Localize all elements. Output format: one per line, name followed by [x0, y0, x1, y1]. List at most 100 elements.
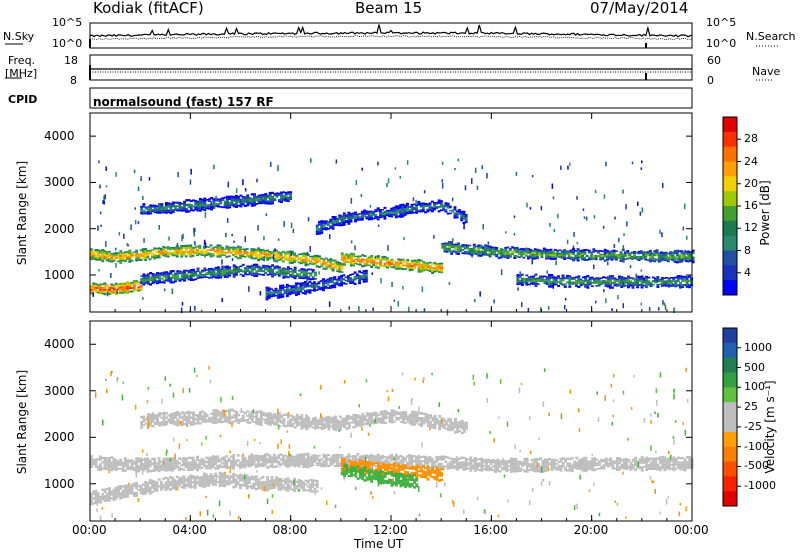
- velocity-cell: [218, 471, 222, 475]
- velocity-cell: [376, 456, 380, 459]
- power-cell: [132, 284, 136, 287]
- power-cell: [167, 202, 171, 205]
- power-cell: [534, 284, 538, 288]
- velocity-cell: [220, 475, 224, 478]
- velocity-cell: [248, 457, 251, 460]
- power-cell: [237, 201, 241, 203]
- power-cell: [250, 197, 254, 200]
- power-cell: [322, 278, 325, 281]
- velocity-cell: [528, 465, 531, 468]
- velocity-cell: [198, 465, 202, 468]
- velocity-cell: [415, 456, 418, 459]
- power-cell: [212, 268, 216, 270]
- velocity-cell: [665, 458, 669, 461]
- velocity-cell: [121, 464, 125, 467]
- power-cell: [533, 253, 537, 256]
- power-cell: [355, 276, 359, 278]
- power-cell: [180, 278, 184, 281]
- power-cell: [248, 270, 252, 272]
- power-cell: [169, 281, 173, 284]
- velocity-cell: [169, 476, 172, 479]
- velocity-cell: [178, 484, 181, 487]
- velocity-cell: [162, 468, 166, 471]
- power-cell: [638, 278, 642, 280]
- velocity-cell: [672, 461, 676, 464]
- power-cell: [545, 280, 549, 283]
- power-cell: [657, 260, 661, 263]
- velocity-cell: [543, 458, 547, 461]
- velocity-cell: [266, 453, 269, 456]
- power-cell: [470, 249, 474, 252]
- power-cell: [250, 268, 254, 271]
- power-cell: [586, 279, 590, 282]
- velocity-cell: [164, 469, 168, 472]
- power-cell: [162, 250, 166, 253]
- velocity-cell: [611, 460, 615, 463]
- power-cell: [640, 279, 644, 282]
- power-cell: [475, 250, 478, 252]
- velocity-cell: [257, 457, 260, 460]
- velocity-cell: [586, 462, 590, 465]
- power-cell: [682, 257, 686, 260]
- power-noise-point: [318, 271, 320, 275]
- power-cell: [320, 265, 324, 267]
- power-cell: [349, 274, 352, 276]
- velocity-cell: [123, 495, 127, 499]
- velocity-cell: [315, 458, 319, 461]
- velocity-cell: [193, 486, 197, 489]
- velocity-cell: [674, 458, 678, 460]
- velocity-cell: [198, 476, 202, 479]
- power-cell: [333, 216, 337, 219]
- power-cell: [313, 284, 316, 287]
- power-cell: [169, 203, 173, 206]
- velocity-cell: [577, 459, 581, 462]
- velocity-cell: [286, 460, 290, 464]
- power-cell: [300, 271, 304, 274]
- velocity-cell: [223, 460, 227, 463]
- power-cell: [146, 206, 150, 208]
- power-cell: [386, 257, 389, 260]
- power-cell: [304, 259, 308, 262]
- power-cell: [413, 259, 416, 262]
- velocity-cell: [365, 456, 369, 459]
- power-cell: [189, 255, 193, 258]
- power-cell: [218, 246, 222, 249]
- power-noise-point: [177, 172, 179, 178]
- power-cell: [284, 195, 288, 197]
- power-cell: [349, 280, 352, 283]
- velocity-cell: [218, 466, 222, 469]
- power-cell: [304, 254, 308, 258]
- power-cell: [347, 216, 351, 219]
- power-cell: [267, 293, 271, 296]
- power-cell: [99, 258, 102, 261]
- power-cell: [289, 191, 293, 193]
- power-cell: [187, 246, 190, 249]
- power-cell: [362, 280, 366, 283]
- velocity-cell: [144, 460, 148, 463]
- power-cell: [272, 253, 276, 256]
- velocity-cell: [439, 465, 443, 468]
- power-cell: [606, 283, 610, 286]
- power-cell: [135, 282, 139, 285]
- velocity-cell: [132, 485, 136, 488]
- power-cell: [453, 214, 457, 217]
- power-cell: [276, 291, 280, 295]
- power-cell: [219, 270, 223, 273]
- power-cell: [365, 264, 369, 267]
- velocity-cell: [505, 469, 509, 473]
- power-cell: [581, 276, 585, 279]
- power-cell: [536, 252, 539, 254]
- power-cell: [151, 255, 154, 257]
- power-cell: [196, 276, 200, 279]
- velocity-cell: [191, 461, 195, 464]
- power-cell: [488, 253, 492, 256]
- power-cell: [241, 263, 245, 266]
- power-cell: [466, 246, 469, 248]
- velocity-cell: [207, 463, 211, 466]
- velocity-cell: [169, 462, 172, 465]
- power-cell: [236, 257, 240, 260]
- velocity-cell: [119, 462, 123, 465]
- velocity-cell: [618, 468, 622, 471]
- power-cell: [313, 283, 316, 285]
- power-cell: [105, 254, 109, 257]
